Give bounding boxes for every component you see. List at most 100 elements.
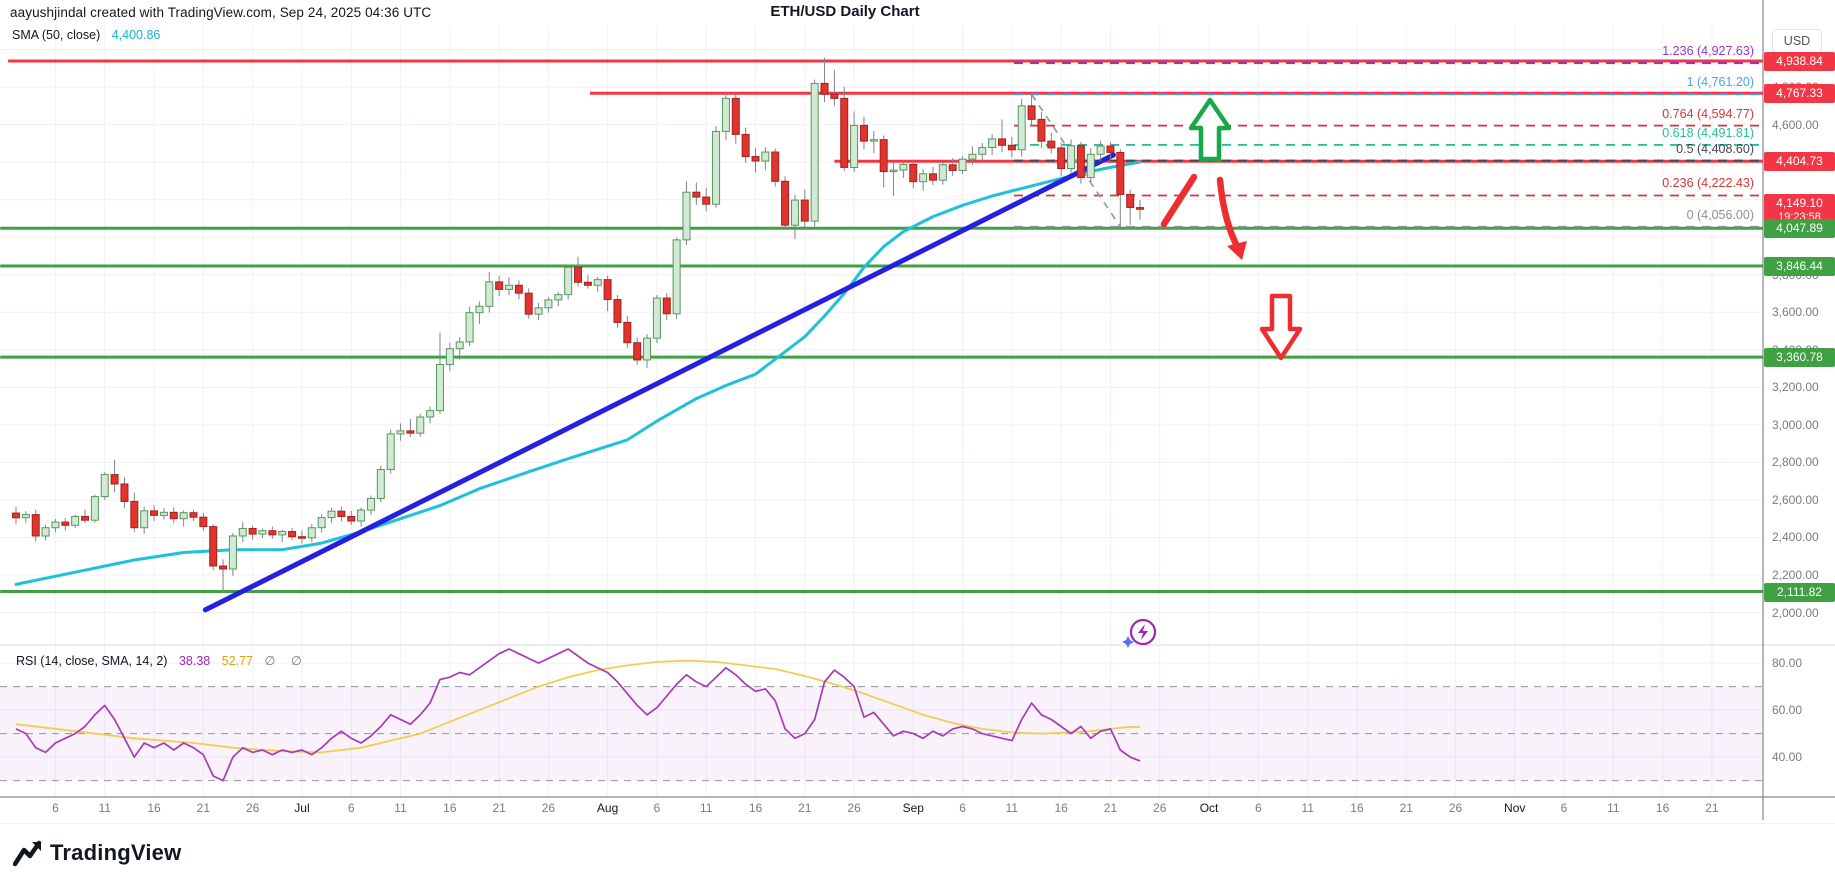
candle-body — [12, 512, 20, 519]
price-level-badge: 3,360.78 — [1764, 348, 1835, 368]
candle-body — [830, 93, 839, 99]
time-axis-tick: 11 — [1301, 801, 1314, 815]
candle-body — [465, 312, 474, 343]
candle-body — [406, 430, 415, 434]
price-level-badge: 4,938.84 — [1764, 52, 1835, 72]
tradingview-brand[interactable]: TradingView — [50, 840, 182, 865]
trendline-drawing[interactable] — [202, 152, 1116, 613]
sma50-line[interactable] — [14, 160, 1142, 586]
candle-body — [61, 521, 70, 526]
zap-circle-icon[interactable] — [1129, 618, 1157, 646]
price-axis-tick: 3,200.00 — [1772, 380, 1819, 395]
candle-body — [850, 124, 859, 168]
candle-body — [376, 469, 385, 499]
candle-body — [41, 527, 50, 537]
time-axis-tick: 26 — [1153, 801, 1167, 815]
candle-body — [840, 97, 849, 168]
candle-body — [712, 130, 721, 205]
candle-body — [988, 138, 997, 149]
time-axis-tick: 26 — [541, 801, 556, 815]
candle-body — [869, 139, 878, 142]
candle-body — [1116, 151, 1125, 195]
candle-body — [71, 515, 80, 526]
tradingview-logo-icon[interactable] — [13, 840, 43, 870]
candle-body — [1007, 144, 1016, 151]
candle-body — [1086, 153, 1095, 179]
price-axis-tick: 2,200.00 — [1772, 568, 1819, 582]
time-axis-tick: 16 — [147, 801, 161, 815]
rsi-line[interactable] — [15, 648, 1141, 782]
candle-body — [51, 521, 60, 529]
sma-legend: SMA (50, close) 4,400.86 — [12, 28, 160, 42]
candle-body — [751, 156, 760, 162]
candle-body — [140, 510, 149, 529]
candle-body — [574, 266, 583, 283]
candle-body — [81, 515, 90, 521]
candle-body — [879, 139, 888, 173]
candle-body — [771, 151, 780, 182]
candle-body — [790, 199, 799, 226]
candle-body — [1017, 105, 1026, 151]
candle-body — [1067, 145, 1076, 170]
zap-bolt-icon[interactable] — [1138, 624, 1148, 640]
candle-body — [1106, 145, 1115, 153]
candle-body — [593, 279, 602, 286]
time-axis-tick: 11 — [1607, 801, 1620, 815]
rsi-sma-line[interactable] — [15, 659, 1141, 754]
candle-body — [721, 97, 730, 132]
price-axis-tick: 4,600.00 — [1772, 117, 1819, 132]
candle-body — [150, 510, 159, 516]
candle-body — [248, 527, 257, 535]
rsi-legend: RSI (14, close, SMA, 14, 2) 38.38 52.77 … — [16, 653, 308, 668]
candle-body — [544, 299, 553, 309]
fib-level-label: 1.236 (4,927.63) — [1662, 44, 1754, 59]
red-down-arrow-drawing[interactable] — [1259, 293, 1303, 361]
red-arrow-shaft-drawing[interactable] — [1216, 176, 1242, 252]
price-axis-tick: 2,400.00 — [1772, 530, 1819, 545]
candle-body — [337, 510, 346, 517]
time-axis-tick: 11 — [394, 801, 407, 815]
candle-body — [1076, 145, 1085, 179]
time-axis-tick: 21 — [1103, 801, 1118, 815]
fib-level-label: 0.618 (4,491.81) — [1662, 125, 1754, 140]
candle-body — [919, 173, 928, 183]
chart-area[interactable]: aayushjindal created with TradingView.co… — [0, 0, 1835, 823]
candle-body — [317, 517, 326, 529]
price-axis-tick: 2,600.00 — [1772, 492, 1819, 507]
candle-body — [1096, 145, 1105, 155]
price-axis-tick: 2,800.00 — [1772, 455, 1819, 470]
time-axis-tick: 16 — [1054, 801, 1068, 815]
candle-body — [652, 297, 661, 339]
candle-body — [396, 430, 405, 435]
green-up-arrow-drawing[interactable] — [1188, 97, 1232, 162]
candle-body — [416, 416, 425, 434]
candle-body — [859, 124, 868, 142]
candle-body — [889, 169, 898, 173]
fib-baseline-diagonal[interactable] — [1030, 93, 1122, 228]
rsi-axis-tick: 80.00 — [1772, 656, 1803, 671]
price-axis-tick: 3,000.00 — [1772, 417, 1819, 432]
price-level-badge: 2,111.82 — [1764, 582, 1835, 602]
price-level-badge: 4,404.73 — [1764, 152, 1835, 172]
red-arrow-head-drawing[interactable] — [1227, 241, 1247, 260]
time-axis-tick: 11 — [699, 801, 713, 815]
candle-body — [258, 530, 267, 535]
fib-level-label: 1 (4,761.20) — [1686, 75, 1754, 90]
candle-body — [366, 497, 375, 511]
price-axis-tick: 2,000.00 — [1772, 605, 1819, 620]
candle-body — [1057, 147, 1066, 170]
fib-level-label: 0 (4,056.00) — [1686, 207, 1754, 222]
candle-body — [702, 196, 711, 205]
red-segment-drawing[interactable] — [1160, 173, 1198, 228]
fib-level-label: 0.5 (4,408.60) — [1676, 141, 1754, 156]
candle-body — [583, 281, 592, 286]
candle-body — [761, 151, 770, 162]
candle-body — [692, 191, 701, 198]
candle-body — [426, 410, 435, 418]
chart-title: ETH/USD Daily Chart — [770, 3, 920, 20]
candle-body — [564, 266, 573, 296]
price-chart-canvas[interactable] — [0, 0, 1835, 823]
time-axis-tick: 6 — [959, 801, 966, 815]
candle-body — [899, 163, 908, 171]
